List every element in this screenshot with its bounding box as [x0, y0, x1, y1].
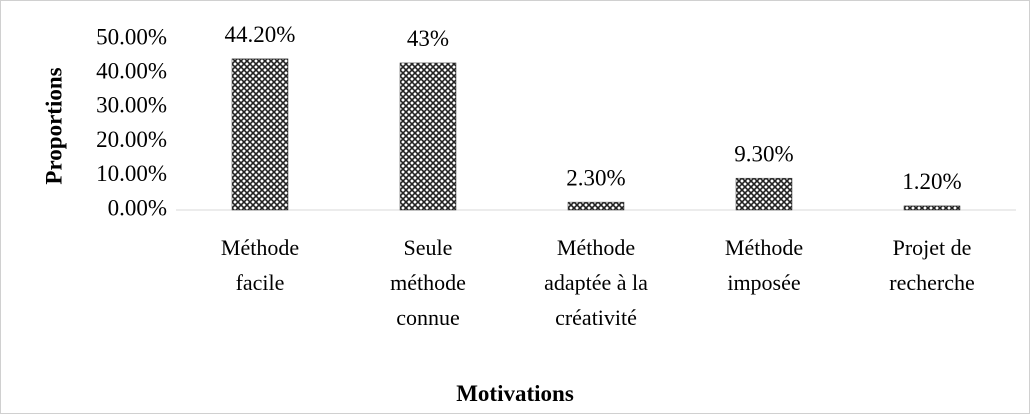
y-tick-label: 50.00%: [96, 24, 167, 49]
y-tick-label: 40.00%: [96, 58, 167, 83]
data-label: 43%: [407, 26, 449, 51]
bar: [399, 62, 457, 211]
bar: [903, 205, 961, 211]
y-tick-label: 0.00%: [108, 195, 167, 220]
data-label: 9.30%: [734, 141, 793, 166]
data-label: 2.30%: [566, 165, 625, 190]
bar: [231, 58, 289, 211]
y-tick-label: 10.00%: [96, 161, 167, 186]
bar: [735, 177, 793, 211]
data-label: 44.20%: [225, 22, 296, 47]
x-tick-label: Méthode facile: [220, 235, 300, 295]
x-tick-label: Méthode adaptée à la créativité: [544, 235, 648, 330]
data-label: 1.20%: [902, 169, 961, 194]
x-tick-label: Seule méthode connue: [390, 235, 466, 330]
x-tick-label: Méthode imposée: [724, 235, 804, 295]
y-tick-label: 20.00%: [96, 127, 167, 152]
y-tick-label: 30.00%: [96, 93, 167, 118]
x-axis-label: Motivations: [456, 381, 574, 406]
x-tick-label: Projet de recherche: [889, 235, 975, 295]
y-axis-label: Proportions: [41, 67, 66, 184]
bar: [567, 201, 625, 211]
